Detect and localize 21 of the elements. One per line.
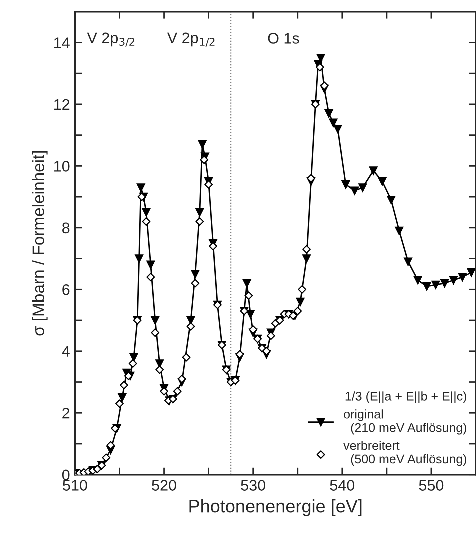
annotation: V 2p$_{1/2}$ <box>167 32 215 47</box>
y-tick-label: 6 <box>62 284 70 296</box>
annotation: V 2p$_{3/2}$ <box>87 32 135 47</box>
legend-label: original (210 meV Auflösung) <box>344 410 466 435</box>
annotation: O 1s <box>268 33 300 44</box>
x-tick-label: 540 <box>330 480 355 491</box>
y-tick-label: 12 <box>54 99 70 110</box>
y-tick-label: 4 <box>62 346 70 357</box>
x-tick-label: 530 <box>241 480 266 491</box>
x-tick-label: 550 <box>419 480 444 491</box>
y-tick-label: 8 <box>62 222 70 234</box>
legend-title: 1/3 (E||a + E||b + E||c) <box>346 392 466 404</box>
y-axis-title: σ [Mbarn / Formeleinheit] <box>32 151 48 336</box>
legend-label: verbreitert (500 meV Auflösung) <box>344 440 466 466</box>
x-axis-title: Photonenenergie [eV] <box>190 500 362 516</box>
x-tick-label: 520 <box>152 480 176 491</box>
y-tick-label: 0 <box>62 470 70 481</box>
y-tick-label: 2 <box>62 408 70 419</box>
x-tick-label: 510 <box>63 480 88 491</box>
y-tick-label: 10 <box>54 161 70 172</box>
y-tick-label: 14 <box>54 38 70 48</box>
